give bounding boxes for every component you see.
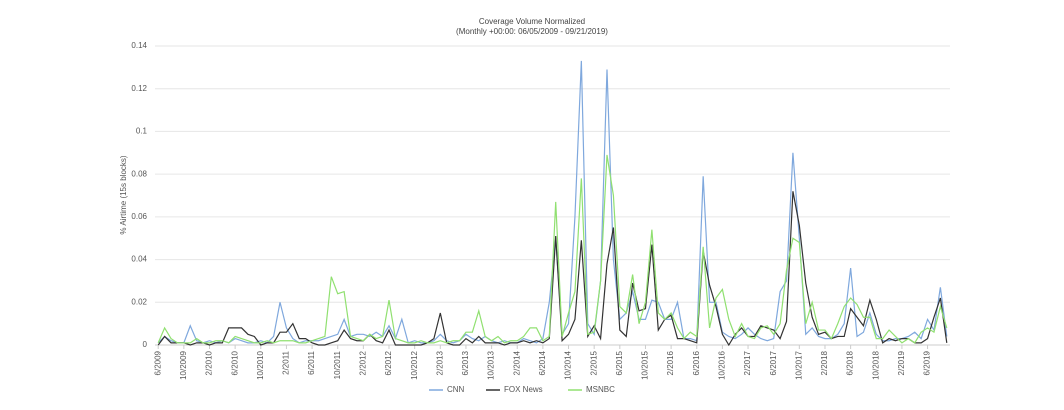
y-tick-label: 0.02 <box>131 297 147 306</box>
x-tick-label: 6/2011 <box>307 350 316 374</box>
x-tick-label: 6/2013 <box>461 350 470 375</box>
x-tick-label: 6/2010 <box>230 350 239 375</box>
x-tick-label: 2/2015 <box>589 350 598 375</box>
x-tick-label: 10/2018 <box>871 350 880 379</box>
x-tick-label: 10/2012 <box>410 350 419 379</box>
y-tick-label: 0.12 <box>131 84 147 93</box>
chart-subtitle: (Monthly +00:00: 06/05/2009 - 09/21/2019… <box>456 27 608 36</box>
x-tick-label: 6/2019 <box>923 350 932 375</box>
x-tick-label: 6/2016 <box>692 350 701 375</box>
series-line <box>157 154 948 344</box>
x-tick-label: 10/2010 <box>256 350 265 379</box>
series-line <box>157 60 948 344</box>
x-tick-label: 10/2013 <box>487 350 496 379</box>
x-tick-label: 10/2016 <box>718 350 727 379</box>
x-tick-label: 2/2012 <box>358 350 367 375</box>
x-tick-label: 6/2012 <box>384 350 393 375</box>
legend-label: MSNBC <box>586 385 615 394</box>
x-tick-label: 2/2010 <box>205 350 214 375</box>
series-line <box>157 191 948 347</box>
x-tick-label: 6/2018 <box>846 350 855 375</box>
x-tick-label: 2/2014 <box>512 350 521 375</box>
x-tick-label: 10/2011 <box>333 350 342 379</box>
y-axis-label: % Airtime (15s blocks) <box>119 155 128 234</box>
x-tick-label: 6/2017 <box>769 350 778 375</box>
y-tick-label: 0.06 <box>131 212 147 221</box>
y-tick-label: 0.08 <box>131 169 147 178</box>
y-tick-label: 0 <box>143 340 148 349</box>
x-tick-label: 10/2014 <box>564 350 573 379</box>
legend-label: FOX News <box>504 385 543 394</box>
x-tick-label: 6/2014 <box>538 350 547 375</box>
x-tick-label: 6/2009 <box>153 350 162 375</box>
x-tick-label: 10/2009 <box>179 350 188 379</box>
x-tick-label: 10/2017 <box>794 350 803 379</box>
x-tick-label: 2/2013 <box>435 350 444 375</box>
x-tick-label: 2/2019 <box>897 350 906 375</box>
x-tick-label: 2/2017 <box>743 350 752 375</box>
y-tick-label: 0.14 <box>131 41 147 50</box>
legend-label: CNN <box>447 385 465 394</box>
y-tick-label: 0.1 <box>136 127 148 136</box>
x-tick-label: 2/2018 <box>820 350 829 375</box>
x-tick-label: 10/2015 <box>641 350 650 379</box>
x-tick-label: 2/2011 <box>282 350 291 374</box>
chart-title: Coverage Volume Normalized <box>479 17 585 26</box>
x-tick-label: 2/2016 <box>666 350 675 375</box>
x-tick-label: 6/2015 <box>615 350 624 375</box>
y-tick-label: 0.04 <box>131 255 147 264</box>
